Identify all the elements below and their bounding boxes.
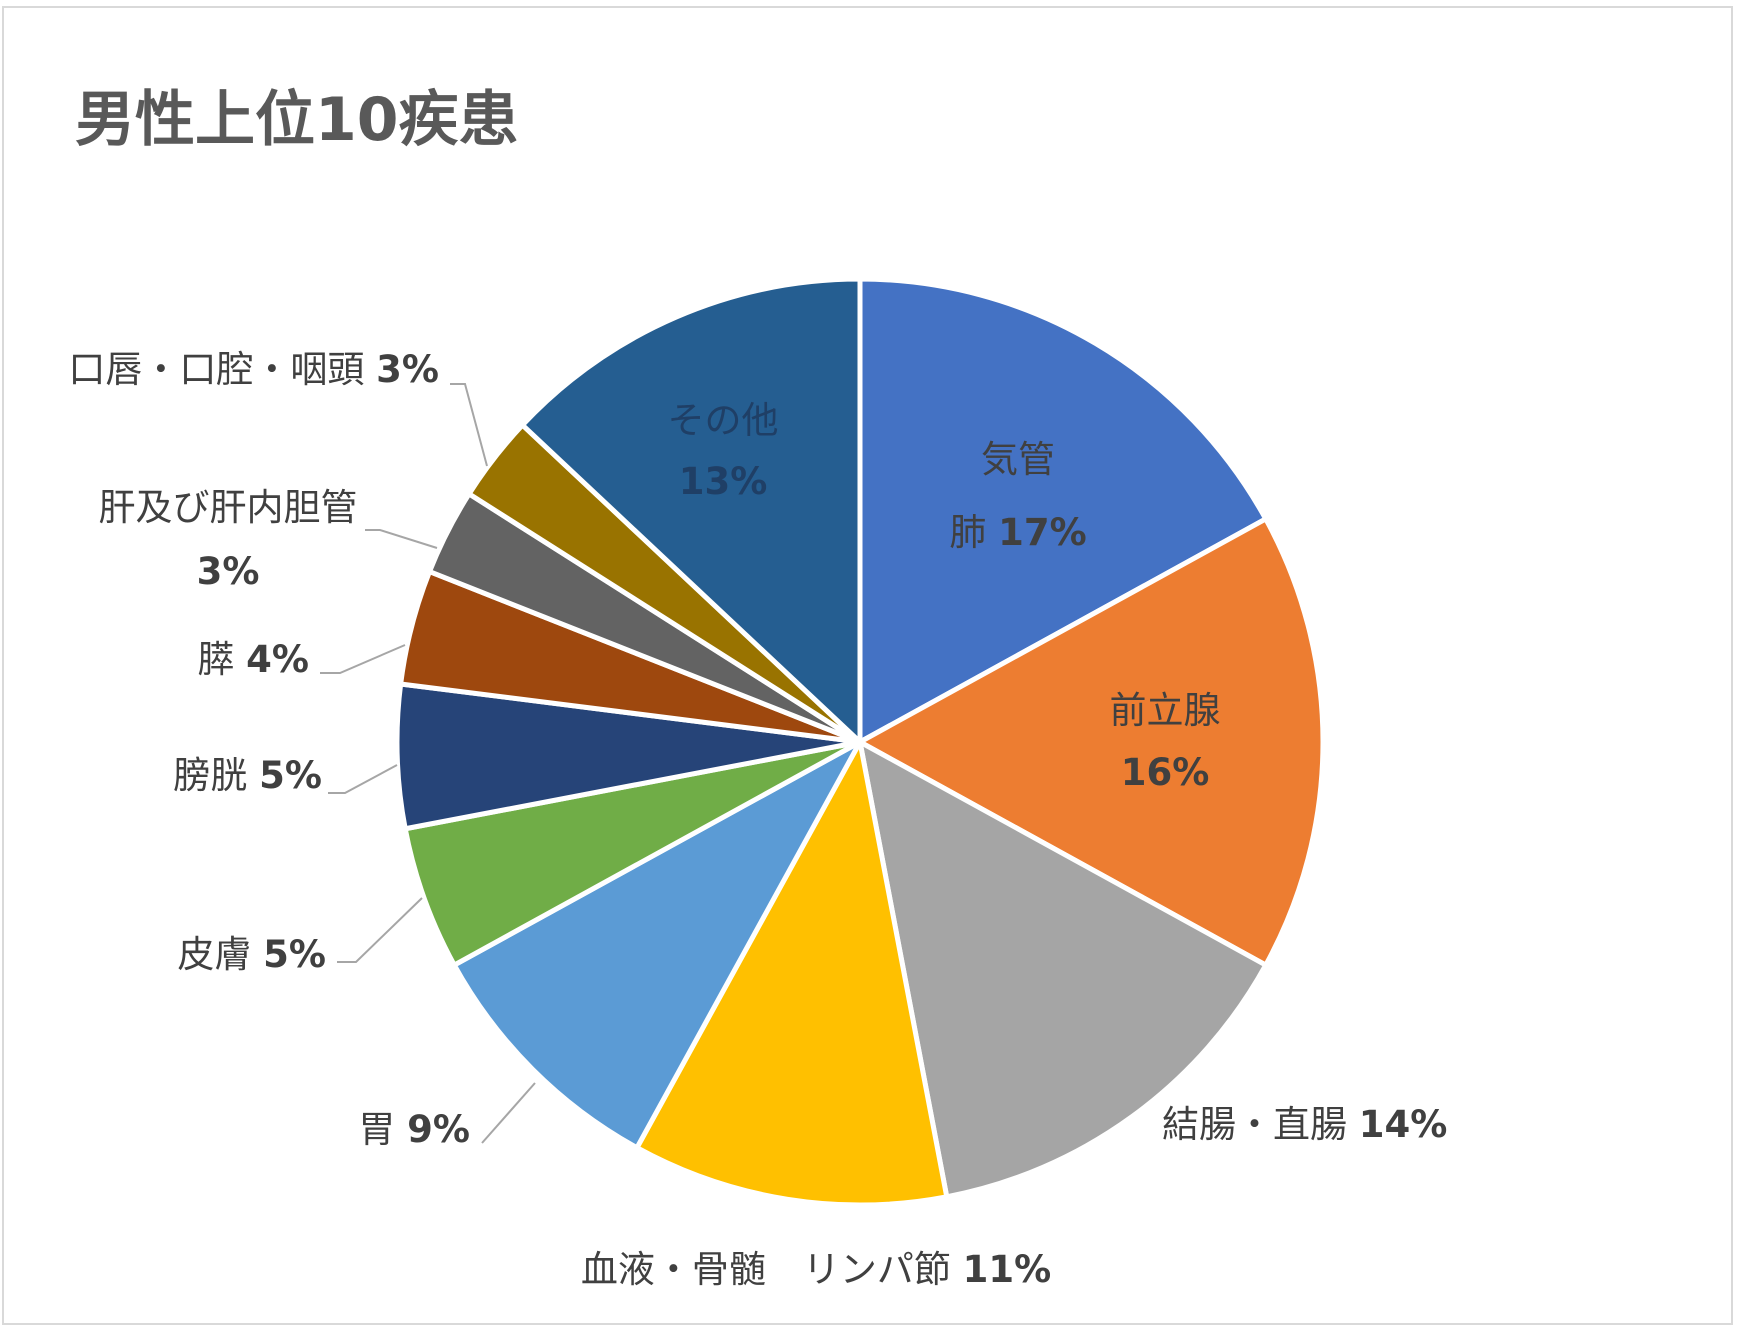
pie-slice-気管-肺: [857, 276, 1269, 745]
data-labels: 気管肺 17% 前立腺 16% 結腸・直腸 14% 血液・骨髄 リンパ節 11% 胃 9%…: [68, 348, 1447, 1291]
leader-line-口唇・口腔・咽頭: [450, 383, 488, 467]
pie-slice-血液・骨髄-リンパ節: [634, 739, 950, 1208]
leader-line-皮膚: [337, 897, 423, 963]
leader-line-胃: [481, 1082, 536, 1144]
slice-label-皮膚: 皮膚 5%: [177, 933, 326, 976]
pie-slice-前立腺: [857, 516, 1326, 968]
leader-line-膵: [320, 644, 406, 674]
slice-label-気管-肺-line2: 肺 17%: [949, 511, 1086, 554]
pie-slice-結腸・直腸: [857, 739, 1269, 1200]
slice-label-胃: 胃 9%: [358, 1108, 470, 1151]
pie-slice-膀胱: [394, 681, 863, 832]
slice-label-前立腺-value: 16%: [1121, 751, 1210, 794]
leader-lines: [320, 383, 536, 1144]
slice-label-膵: 膵 4%: [197, 638, 309, 681]
slice-label-膀胱: 膀胱 5%: [173, 754, 322, 797]
slice-label-その他-value: 13%: [679, 460, 768, 503]
pie-slice-胃: [451, 739, 863, 1151]
slice-label-前立腺-category: 前立腺: [1110, 689, 1221, 732]
slice-label-その他-category: その他: [668, 399, 779, 442]
slice-label-結腸・直腸: 結腸・直腸 14%: [1162, 1103, 1447, 1146]
chart-title: 男性上位10疾患: [75, 85, 519, 155]
slice-label-気管-肺-line1: 気管: [981, 438, 1055, 481]
slice-label-血液・骨髄-リンパ節: 血液・骨髄 リンパ節 11%: [581, 1248, 1051, 1291]
leader-line-肝及び肝内胆管: [365, 529, 438, 549]
leader-line-膀胱: [328, 764, 398, 794]
pie-slice-その他: [519, 276, 863, 745]
pie-slices: [394, 276, 1326, 1208]
slice-label-口唇・口腔・咽頭: 口唇・口腔・咽頭 3%: [68, 348, 439, 391]
slice-label-肝及び肝内胆管-value: 3%: [197, 550, 260, 593]
slice-label-肝及び肝内胆管-category: 肝及び肝内胆管: [99, 486, 358, 529]
pie-slice-皮膚: [402, 739, 863, 968]
